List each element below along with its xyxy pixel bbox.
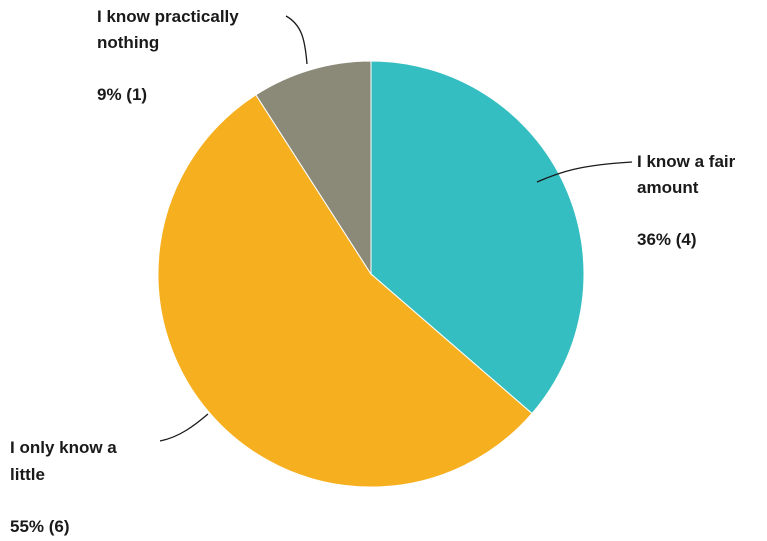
label-fair-amount-line2: amount: [637, 178, 699, 197]
pie-slices: [157, 60, 585, 488]
label-only-little-line2: little: [10, 465, 45, 484]
label-practically-nothing: I know practically nothing 9% (1): [97, 7, 239, 104]
label-practically-nothing-line2: nothing: [97, 33, 159, 52]
leader-line-practically-nothing: [285, 15, 308, 65]
label-only-little: I only know a little 55% (6): [10, 438, 117, 536]
label-fair-amount: I know a fair amount 36% (4): [637, 152, 736, 249]
label-only-little-line1: I only know a: [10, 438, 117, 457]
label-fair-amount-line1: I know a fair: [637, 152, 736, 171]
slice-only-little: [157, 94, 533, 488]
slice-fair-amount: [370, 60, 585, 415]
label-practically-nothing-line1: I know practically: [97, 7, 239, 26]
leader-line-fair-amount: [536, 161, 633, 183]
label-only-little-percent: 55% (6): [10, 517, 70, 536]
leader-line-only-little: [159, 413, 209, 442]
label-practically-nothing-percent: 9% (1): [97, 85, 147, 104]
label-fair-amount-percent: 36% (4): [637, 230, 697, 249]
slice-practically-nothing: [255, 60, 372, 276]
